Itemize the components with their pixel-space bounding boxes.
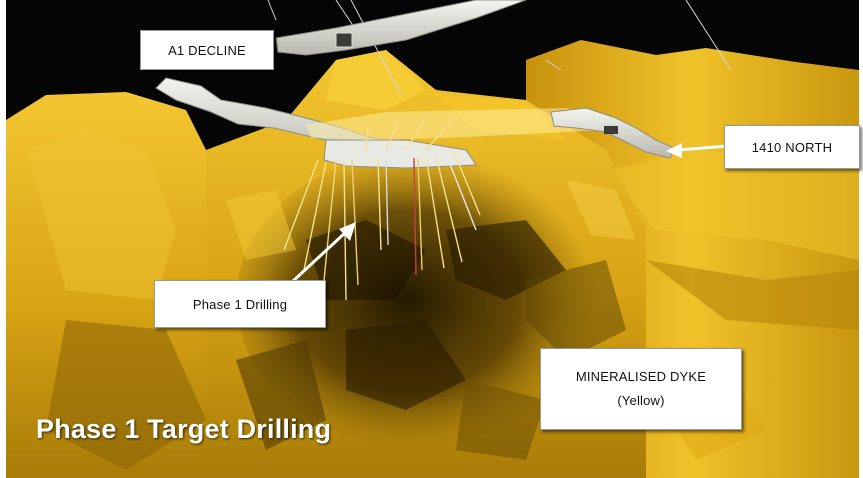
drive-level: [306, 108, 616, 140]
label-a1-decline-text: A1 DECLINE: [168, 42, 246, 58]
label-mineralised-dyke: MINERALISED DYKE (Yellow): [540, 348, 742, 430]
arrow-phase1-drilling: [290, 222, 356, 284]
label-1410-north: 1410 NORTH: [724, 125, 860, 169]
arrow-1410-north: [666, 143, 729, 158]
label-mineralised-dyke-color: (Yellow): [617, 393, 665, 408]
mine-3d-model: [6, 0, 859, 478]
label-1410-north-text: 1410 NORTH: [751, 139, 833, 155]
label-mineralised-dyke-title: MINERALISED DYKE: [575, 369, 707, 384]
drill-holes: [283, 117, 481, 301]
label-a1-decline: A1 DECLINE: [140, 30, 274, 70]
label-phase1-drilling: Phase 1 Drilling: [154, 280, 326, 328]
label-phase1-drilling-text: Phase 1 Drilling: [192, 296, 288, 312]
slide-caption: Phase 1 Target Drilling: [36, 414, 332, 444]
